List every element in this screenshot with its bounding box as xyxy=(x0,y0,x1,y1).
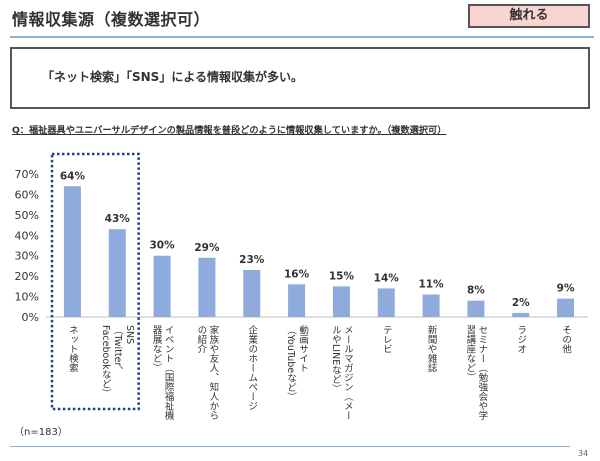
bar xyxy=(557,298,575,317)
y-tick-label: 50% xyxy=(15,209,39,222)
summary-text: 「ネット検索」「SNS」による情報収集が多い。 xyxy=(42,70,303,84)
bar xyxy=(63,186,81,317)
category-label: テレビ xyxy=(381,325,392,354)
category-label: セミナー（勉強会や学 xyxy=(476,325,488,420)
category-label: 企業のホームページ xyxy=(246,324,258,410)
data-label: 9% xyxy=(557,283,575,295)
y-tick-label: 0% xyxy=(22,311,39,324)
category-label: （YouTubeなど） xyxy=(285,325,297,402)
data-label: 15% xyxy=(329,270,355,282)
data-label: 8% xyxy=(467,285,485,297)
category-label: 新聞や雑誌 xyxy=(426,324,438,373)
sample-size-note: （n=183） xyxy=(14,427,68,438)
y-tick-label: 10% xyxy=(15,291,39,304)
y-tick-label: 40% xyxy=(15,229,39,242)
bar xyxy=(108,229,126,317)
category-label: その他 xyxy=(560,325,572,354)
y-tick-label: 70% xyxy=(15,168,39,181)
category-label: Facebookなど） xyxy=(100,325,112,398)
summary-box: 「ネット検索」「SNS」による情報収集が多い。 xyxy=(10,47,590,109)
category-label: イベント（国際福祉機 xyxy=(163,325,175,421)
data-label: 43% xyxy=(105,213,131,225)
data-label: 23% xyxy=(239,254,265,266)
highlight-box xyxy=(50,152,140,411)
bar xyxy=(288,284,306,317)
data-label: 2% xyxy=(512,297,530,309)
category-label: ネット検索 xyxy=(67,325,79,373)
bar xyxy=(332,286,350,317)
category-label: メールマガジン（メー xyxy=(342,325,354,420)
bar xyxy=(153,255,171,317)
bar xyxy=(243,270,261,317)
bar xyxy=(377,288,395,317)
category-label: 器展など） xyxy=(151,325,163,373)
category-label: ラジオ xyxy=(515,325,527,354)
category-label: の紹介 xyxy=(195,325,207,354)
bar xyxy=(512,312,530,317)
category-label: 動画サイト xyxy=(297,325,309,373)
y-tick-label: 60% xyxy=(15,188,39,201)
title-divider xyxy=(10,36,594,38)
data-label: 30% xyxy=(150,240,176,252)
data-label: 11% xyxy=(419,279,445,291)
category-label: SNS xyxy=(124,325,135,344)
footer-divider xyxy=(10,446,570,447)
category-label: 家族や友人、知人から xyxy=(207,324,219,420)
data-label: 14% xyxy=(374,272,400,284)
data-label: 16% xyxy=(284,268,310,280)
category-tag: 触れる xyxy=(468,4,590,28)
bar xyxy=(467,300,485,317)
survey-question: Q：福祉器具やユニバーサルデザインの製品情報を普段どのように情報収集していますか… xyxy=(12,125,447,136)
data-label: 64% xyxy=(60,170,86,182)
data-label: 29% xyxy=(194,242,220,254)
y-tick-label: 30% xyxy=(15,250,39,263)
category-label: （Twitter、 xyxy=(112,325,124,376)
category-label: 習講座など） xyxy=(464,325,476,382)
page-number: 34 xyxy=(578,449,589,458)
y-tick-label: 20% xyxy=(15,270,39,283)
bar xyxy=(422,294,440,317)
page-title: 情報収集源（複数選択可） xyxy=(12,10,211,29)
category-label: ルやLINEなど） xyxy=(330,325,342,394)
bar xyxy=(198,257,216,317)
